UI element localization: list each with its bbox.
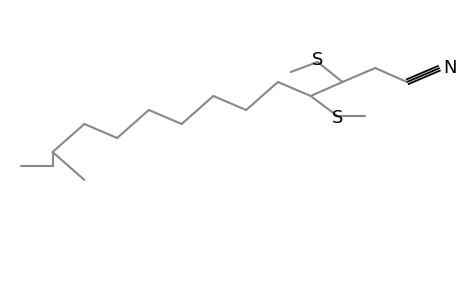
Text: S: S <box>331 109 342 127</box>
Text: S: S <box>311 51 323 69</box>
Text: N: N <box>443 59 456 77</box>
